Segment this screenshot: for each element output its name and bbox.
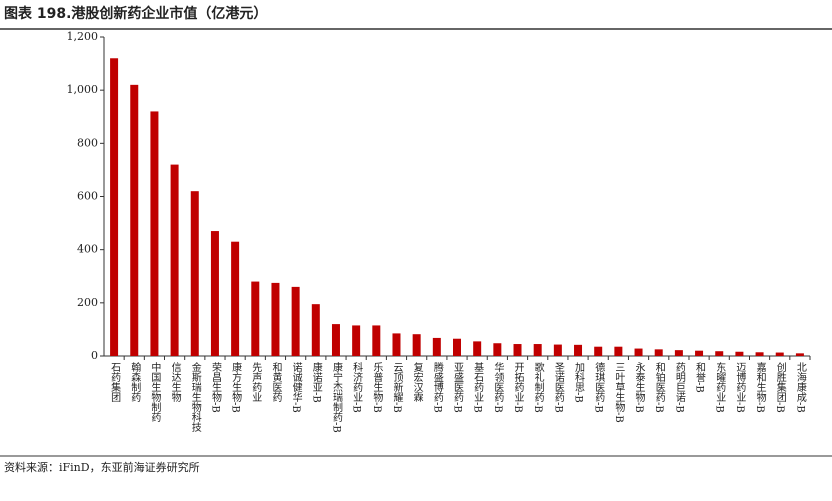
x-tick-label: 荣昌生物-B <box>209 362 221 413</box>
x-tick-label: 科济药业-B <box>351 361 363 413</box>
bar <box>553 344 562 356</box>
bar <box>190 191 199 356</box>
chart-title: 图表 198.港股创新药企业市值（亿港元） <box>4 5 267 22</box>
source: 资料来源：iFinD，东亚前海证券研究所 <box>4 460 200 474</box>
x-tick-label: 和铂医药-B <box>653 362 665 413</box>
x-tick-label: 乐普生物-B <box>371 362 383 413</box>
x-tick-label: 药明巨诺-B <box>673 362 685 413</box>
x-tick-label: 迈博药业-B <box>734 362 746 413</box>
y-tick-label: 400 <box>77 243 98 256</box>
bar <box>715 351 724 356</box>
bar <box>654 349 663 356</box>
x-tick-label: 华领医药-B <box>492 361 504 413</box>
x-tick-label: 开拓药业-B <box>512 362 524 413</box>
bar <box>271 282 280 356</box>
x-tick-label: 基石药业-B <box>472 361 484 413</box>
bar <box>674 350 683 356</box>
x-tick-label: 诺诚健华-B <box>290 362 302 413</box>
bar <box>755 352 764 356</box>
bar <box>634 348 643 356</box>
x-tick-label: 德琪医药-B <box>593 361 605 413</box>
bar <box>695 350 704 356</box>
x-tick-label: 东曜药业-B <box>714 361 726 413</box>
x-tick-label: 腾盛博药-B <box>431 361 443 413</box>
y-tick-label: 600 <box>77 190 98 203</box>
bar <box>170 164 179 356</box>
bar <box>392 333 401 356</box>
bar <box>251 281 260 356</box>
bar <box>453 338 461 356</box>
bar <box>775 352 784 356</box>
bar <box>513 344 522 356</box>
x-tick-label: 亚盛医药-B <box>452 362 464 413</box>
x-tick-label: 复宏汉霖 <box>411 361 423 403</box>
x-tick-label: 歌礼制药-B <box>532 361 544 413</box>
x-tick-label: 创胜集团-B <box>774 361 786 413</box>
bar <box>231 241 240 356</box>
x-tick-label: 嘉和生物-B <box>754 361 766 413</box>
bar <box>493 343 502 356</box>
bar <box>130 84 139 356</box>
x-tick-label: 和黄医药 <box>270 362 282 403</box>
x-tick-label: 和誉-B <box>694 362 706 393</box>
bar <box>352 325 361 356</box>
bar <box>473 341 482 356</box>
bar <box>795 353 804 356</box>
x-tick-label: 石药集团 <box>109 362 121 403</box>
x-tick-label: 金斯瑞生物科技 <box>189 361 201 433</box>
bar <box>311 304 320 356</box>
x-tick-label: 先声药业 <box>250 362 262 402</box>
x-tick-label: 北海康成-B <box>794 362 806 413</box>
bar <box>432 337 441 356</box>
y-tick-label: 0 <box>91 349 98 362</box>
x-tick-label: 康宁杰瑞制药-B <box>330 361 342 433</box>
bar <box>412 334 421 356</box>
bar <box>594 346 603 356</box>
x-tick-label: 康诺亚-B <box>310 361 322 403</box>
x-tick-label: 中国生物制药 <box>149 361 161 423</box>
x-tick-label: 康方生物-B <box>230 361 242 413</box>
x-tick-label: 信达生物 <box>169 362 181 403</box>
bar <box>331 324 340 356</box>
y-tick-label: 800 <box>77 136 98 149</box>
bar <box>372 325 381 356</box>
bar <box>574 344 583 356</box>
y-tick-label: 1,000 <box>67 83 99 96</box>
y-tick-label: 200 <box>77 296 98 309</box>
x-tick-label: 永泰生物-B <box>633 361 645 413</box>
x-tick-label: 加科思-B <box>573 362 585 403</box>
bar <box>110 58 119 357</box>
x-tick-label: 圣诺医药-B <box>552 362 564 413</box>
x-tick-label: 三叶草生物-B <box>613 362 625 423</box>
bar <box>150 111 159 356</box>
x-tick-label: 翰森制药 <box>129 361 141 403</box>
bar <box>735 351 744 356</box>
bar <box>291 286 300 356</box>
bar <box>210 231 219 356</box>
bar <box>614 346 623 356</box>
bar <box>533 344 542 356</box>
y-tick-label: 1,200 <box>67 30 99 43</box>
x-tick-label: 云顶新耀-B <box>391 362 403 413</box>
